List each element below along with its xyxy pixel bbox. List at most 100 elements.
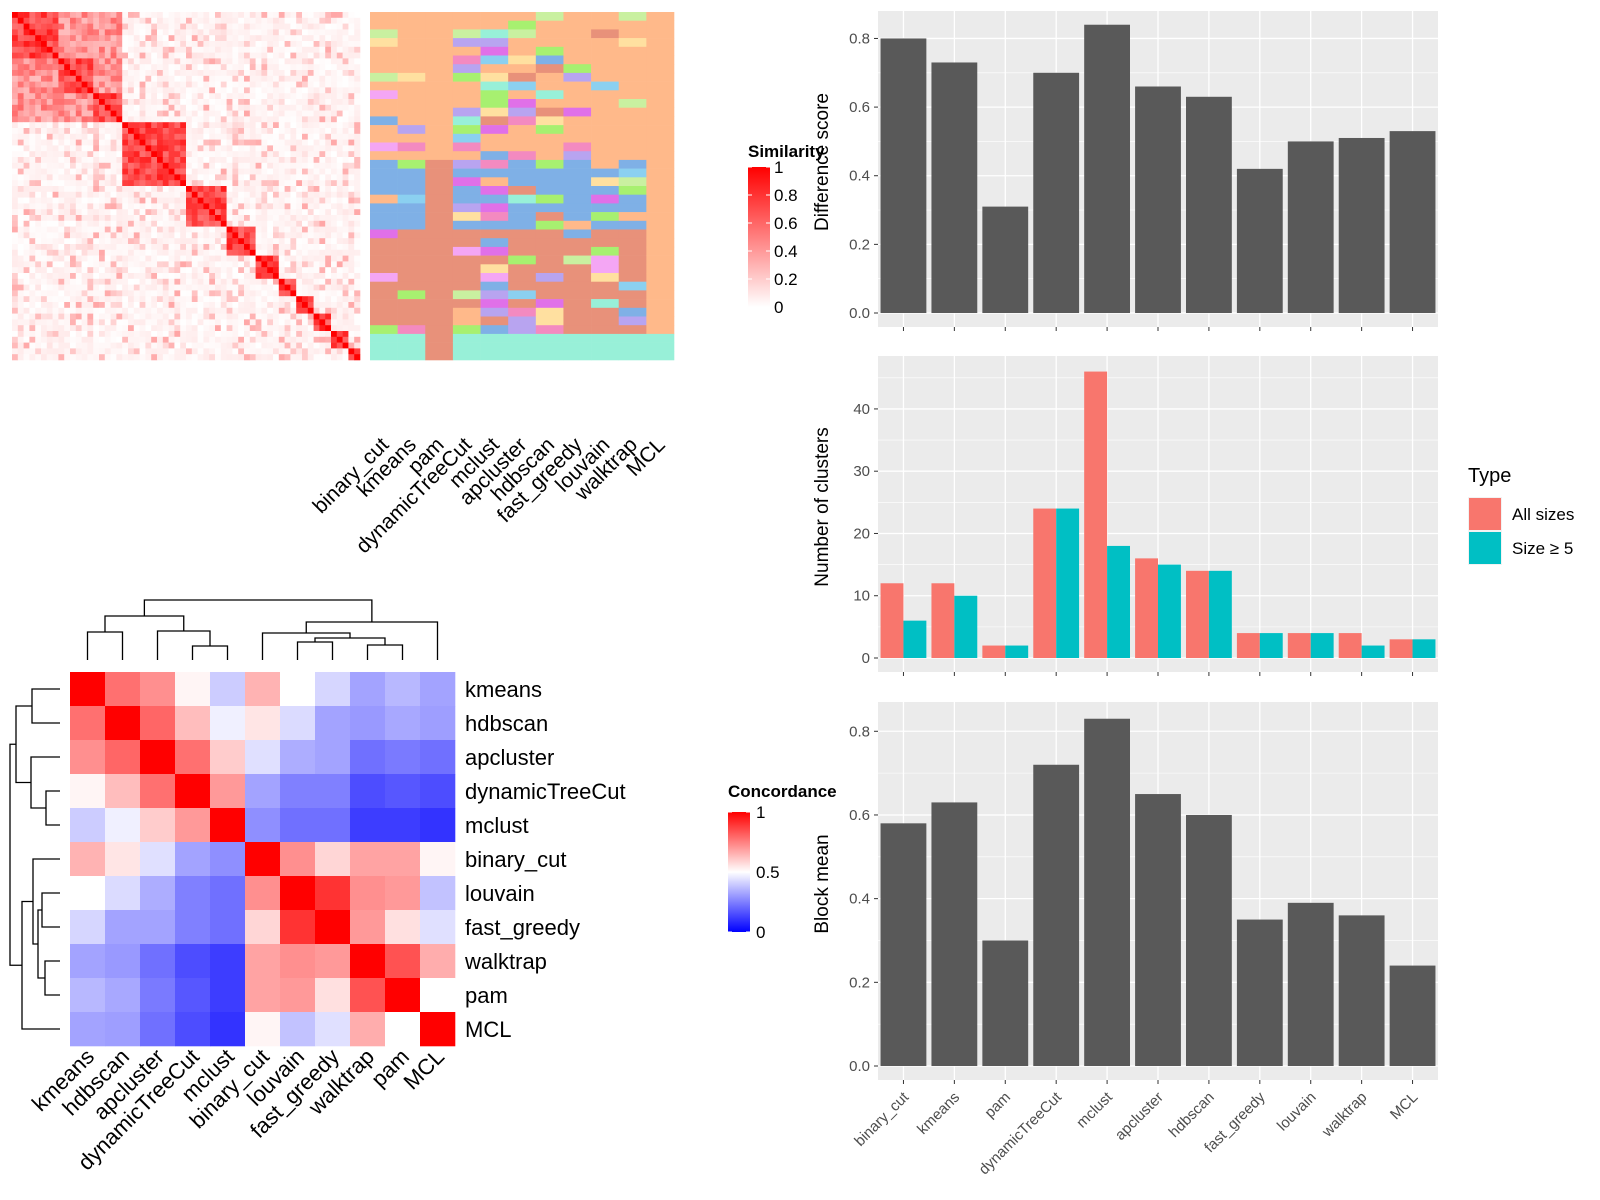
similarity-cell [70,284,77,291]
similarity-cell [261,313,268,320]
similarity-cell [336,46,343,53]
similarity-cell [203,52,210,59]
similarity-cell [70,348,77,355]
concordance-cell [105,808,141,843]
similarity-cell [290,162,297,169]
similarity-cell [197,104,204,111]
similarity-cell [29,197,36,204]
concordance-row-label: MCL [465,1017,511,1042]
similarity-legend-ticks: 10.80.60.40.20 [748,158,798,317]
similarity-cell [267,122,274,129]
similarity-cell [168,278,175,285]
similarity-cell [307,313,314,320]
similarity-cell [191,12,198,19]
similarity-cell [284,342,291,349]
similarity-cell [191,342,198,349]
similarity-cell [99,133,106,140]
concordance-cell [70,808,106,843]
similarity-cell [81,46,88,53]
similarity-cell [226,255,233,262]
similarity-cell [128,278,135,285]
similarity-cell [128,197,135,204]
membership-cell [397,125,426,135]
similarity-cell [75,220,82,227]
similarity-cell [17,133,24,140]
membership-cell [452,72,481,82]
similarity-cell [302,273,309,280]
similarity-cell [151,302,158,309]
similarity-cell [215,87,222,94]
similarity-cell [145,104,152,111]
similarity-cell [278,12,285,19]
similarity-cell [29,249,36,256]
similarity-cell [319,168,326,175]
concordance-legend-tick-label: 0.5 [756,863,780,882]
similarity-cell [290,17,297,24]
similarity-cell [302,99,309,106]
similarity-cell [273,17,280,24]
similarity-cell [273,116,280,123]
similarity-cell [17,336,24,343]
similarity-cell [110,267,117,274]
concordance-legend-tick-label: 1 [756,803,765,822]
similarity-cell [302,41,309,48]
similarity-legend-tick-label: 0 [774,298,783,317]
membership-cell [397,203,426,213]
similarity-cell [180,191,187,198]
concordance-cell [385,910,421,945]
concordance-cell [175,910,211,945]
membership-cell [508,212,537,222]
similarity-cell [307,41,314,48]
similarity-cell [104,290,111,297]
similarity-cell [278,151,285,158]
similarity-cell [302,186,309,193]
similarity-cell [255,203,262,210]
similarity-cell [151,116,158,123]
membership-cell [397,186,426,195]
similarity-cell [46,313,53,320]
similarity-cell [29,354,36,361]
similarity-cell [151,12,158,19]
membership-cell [452,186,481,195]
similarity-cell [203,58,210,65]
similarity-cell [174,145,181,152]
similarity-cell [220,191,227,198]
similarity-cell [342,302,349,309]
similarity-cell [342,284,349,291]
similarity-cell [273,162,280,169]
similarity-cell [232,348,239,355]
similarity-cell [267,162,274,169]
membership-cell [591,255,620,265]
similarity-cell [41,162,48,169]
similarity-cell [35,64,42,71]
similarity-cell [122,261,129,268]
similarity-cell [354,41,361,48]
similarity-cell [261,226,268,233]
similarity-cell [331,116,338,123]
similarity-cell [180,110,187,117]
similarity-cell [354,128,361,135]
similarity-cell [64,319,71,326]
similarity-cell [197,255,204,262]
similarity-cell [302,168,309,175]
dendrogram-branch [104,615,185,632]
similarity-cell [325,52,332,59]
similarity-cell [151,354,158,361]
similarity-cell [35,290,42,297]
similarity-cell [17,197,24,204]
similarity-cell [139,255,146,262]
similarity-cell [296,255,303,262]
similarity-cell [296,46,303,53]
similarity-cell [232,261,239,268]
similarity-cell [220,267,227,274]
similarity-cell [261,145,268,152]
similarity-cell [278,267,285,274]
similarity-cell [110,70,117,77]
similarity-cell [46,255,53,262]
similarity-cell [261,284,268,291]
similarity-cell [35,116,42,123]
similarity-cell [35,87,42,94]
similarity-cell [203,41,210,48]
similarity-cell [75,133,82,140]
